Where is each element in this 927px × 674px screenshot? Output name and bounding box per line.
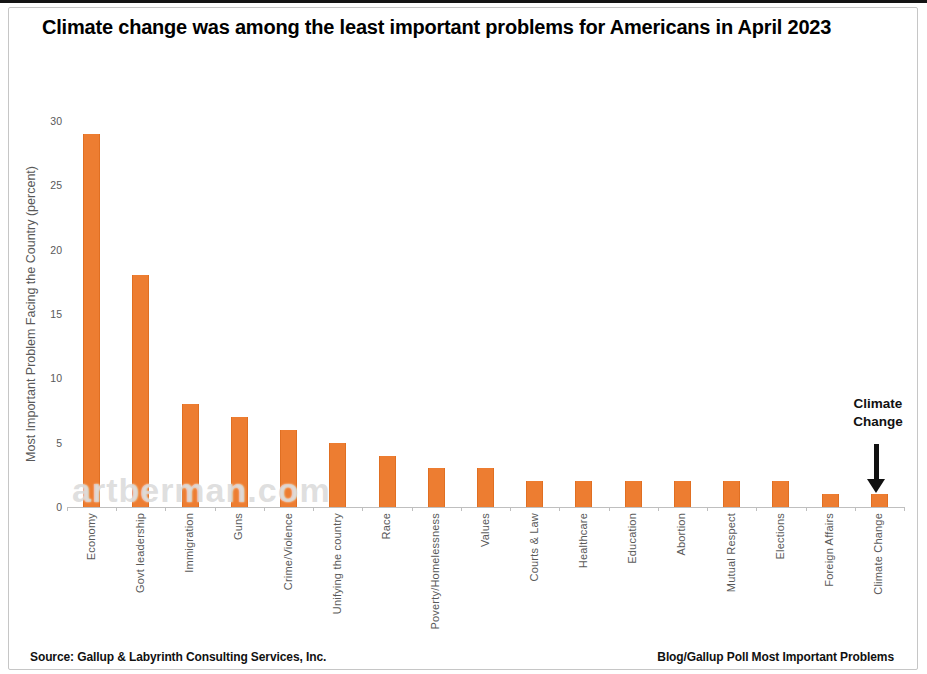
x-axis-label-text: Guns [232, 513, 244, 540]
x-axis-label-text: Govt leadership [134, 513, 146, 593]
watermark: artberman.com [72, 471, 331, 510]
x-axis-label-text: Values [479, 513, 491, 547]
bar [772, 481, 789, 507]
bar [822, 494, 839, 507]
x-axis-label-text: Immigration [183, 513, 195, 573]
bar [477, 468, 494, 507]
x-axis-label-text: Healthcare [577, 513, 589, 568]
y-axis-tick-label: 15 [28, 308, 62, 320]
y-axis-tick-label: 10 [28, 372, 62, 384]
x-axis-label-text: Race [380, 513, 392, 539]
axis-tick [461, 507, 462, 511]
down-arrow-head-icon [867, 479, 885, 493]
footer-right-text: Blog/Gallup Poll Most Important Problems [657, 650, 894, 664]
x-axis-label-text: Education [626, 513, 638, 564]
axis-tick [658, 507, 659, 511]
x-axis-label-text: Mutual Respect [725, 513, 737, 592]
axis-tick [412, 507, 413, 511]
y-axis-tick-label: 20 [28, 244, 62, 256]
x-axis-label-text: Economy [85, 513, 97, 560]
y-axis-tick-label: 30 [28, 115, 62, 127]
x-axis-label-text: Foreign Affairs [823, 513, 835, 587]
y-axis-tick-label: 0 [28, 501, 62, 513]
down-arrow-icon [874, 444, 879, 479]
climate-change-annotation: Climate Change [843, 395, 913, 430]
bar-chart-plot-area: 0 5 10 15 20 25 30 Economy Govt leadership Immigr… [0, 0, 927, 674]
x-axis-label-text: Climate Change [872, 513, 884, 595]
axis-tick [904, 507, 905, 511]
x-axis-label-text: Elections [774, 513, 786, 559]
bar [575, 481, 592, 507]
bar [83, 134, 100, 507]
bar [674, 481, 691, 507]
x-axis-label-text: Poverty/Homelessness [429, 513, 441, 630]
axis-tick [806, 507, 807, 511]
bar [379, 456, 396, 507]
axis-tick [756, 507, 757, 511]
axis-tick [362, 507, 363, 511]
axis-tick [510, 507, 511, 511]
axis-tick [67, 507, 68, 511]
x-axis-label-text: Crime/Violence [282, 513, 294, 590]
x-axis-label-text: Courts & Law [528, 513, 540, 581]
axis-tick [707, 507, 708, 511]
x-axis-label-text: Abortion [675, 513, 687, 556]
bar [723, 481, 740, 507]
bar [871, 494, 888, 507]
bar [428, 468, 445, 507]
axis-tick [609, 507, 610, 511]
bar [526, 481, 543, 507]
y-axis-tick-label: 25 [28, 179, 62, 191]
source-text: Source: Gallup & Labyrinth Consulting Se… [30, 650, 326, 664]
bar [329, 443, 346, 507]
x-axis-label-text: Unifying the country [331, 513, 343, 614]
y-axis-tick-label: 5 [28, 437, 62, 449]
axis-tick [559, 507, 560, 511]
axis-tick [855, 507, 856, 511]
bar [625, 481, 642, 507]
